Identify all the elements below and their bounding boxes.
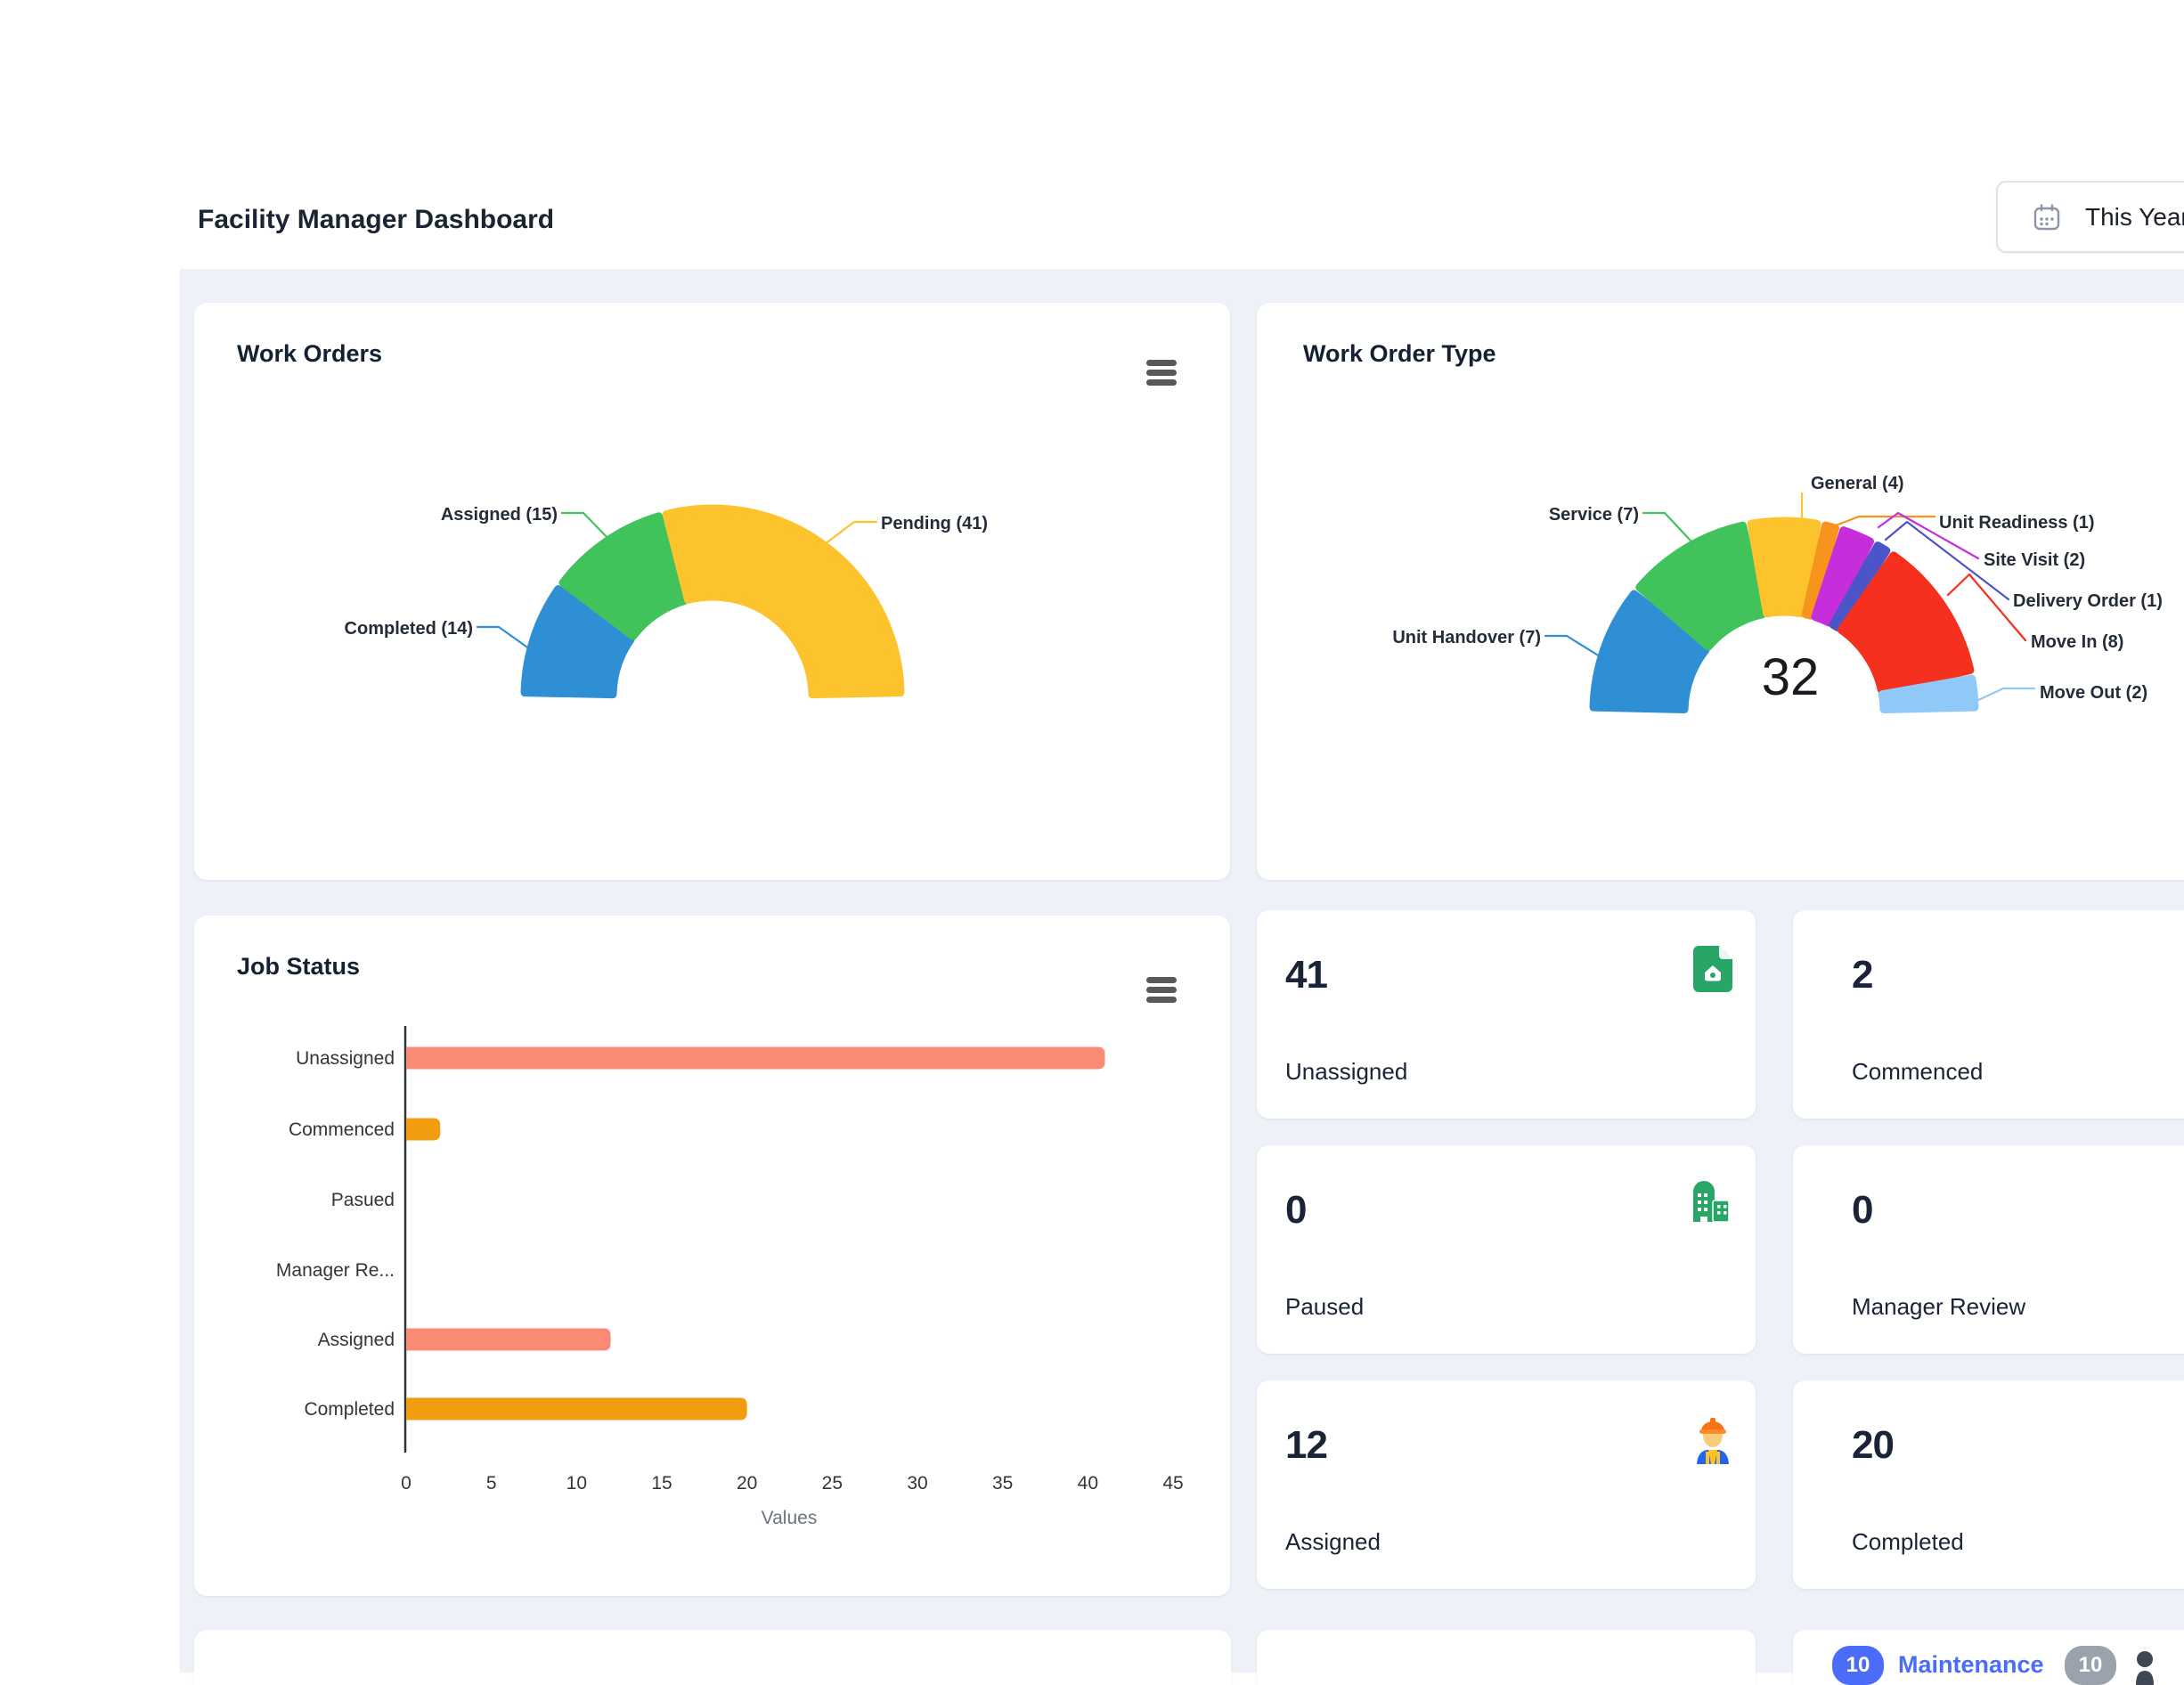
donut-label: Move Out (2) [2040,683,2147,703]
work-order-type-card: Work Order Type Unit Handover (7) Service… [1257,303,2184,880]
worker-icon [1697,1418,1729,1464]
x-tick-label: 5 [486,1473,497,1494]
stat-value: 0 [1285,1188,1308,1232]
donut-label: Site Visit (2) [1984,550,2085,570]
stat-value: 2 [1852,953,1874,997]
category-label: Commenced [289,1119,395,1140]
stat-card-manager-review: 0 Manager Review [1793,1145,2184,1354]
stat-card-completed: 20 Completed [1793,1380,2184,1589]
donut-label: Assigned (15) [441,505,558,525]
category-label: Completed [304,1399,395,1420]
label-leader-line [1946,573,2027,642]
donut-segment-site-visit[interactable] [1811,526,1875,627]
label-leader-line [1884,520,2010,601]
bar-completed[interactable] [406,1397,747,1420]
job-status-card: Job Status Unassigned Commenced Pasued Mana… [194,916,1230,1596]
job-status-title: Job Status [237,953,361,980]
stat-value: 12 [1285,1423,1328,1467]
stat-label: Assigned [1285,1528,1381,1555]
donut-total-value: 32 [1762,648,1820,706]
donut-segment-general[interactable] [1747,517,1821,618]
stat-card-assigned: 12 Assigned [1257,1380,1756,1589]
donut-label: Service (7) [1549,505,1639,525]
stat-label: Paused [1285,1293,1365,1320]
menu-icon[interactable] [1146,977,1177,1003]
label-leader-line [1544,634,1601,658]
x-axis-title: Values [762,1508,818,1528]
donut-segment-assigned[interactable] [558,512,689,640]
bar-assigned[interactable] [406,1328,611,1351]
work-orders-title: Work Orders [237,340,383,367]
count-badge: 10 [2065,1646,2116,1685]
clipped-icon [2136,1651,2154,1685]
bottom-right-card: 10 Maintenance 10 [1793,1630,2184,1685]
work-order-type-chart: Unit Handover (7) Service (7) General (4) U… [1392,474,2163,713]
document-icon [1693,946,1732,992]
buildings-icon [1693,1181,1730,1223]
category-label: Assigned [318,1330,395,1350]
x-tick-label: 30 [907,1473,927,1494]
donut-segment-completed[interactable] [520,585,635,699]
x-tick-label: 35 [992,1473,1013,1494]
stat-label: Unassigned [1285,1058,1408,1085]
bar-commenced[interactable] [406,1118,441,1141]
stat-card-unassigned: 41 Unassigned [1257,910,1756,1119]
stat-label: Commenced [1852,1058,1984,1085]
x-tick-label: 40 [1078,1473,1098,1494]
menu-icon[interactable] [1146,360,1177,386]
x-tick-label: 0 [401,1473,412,1494]
donut-label: Completed (14) [345,619,473,639]
donut-label: Pending (41) [881,514,988,533]
label-leader-line [816,520,878,551]
count-badge: 10 [1832,1646,1884,1685]
date-range-label: This Year [2085,202,2184,231]
category-link[interactable]: Maintenance [1898,1651,2044,1678]
donut-segment-move-in[interactable] [1837,551,1975,695]
donut-label: Unit Readiness (1) [1939,513,2094,533]
bottom-middle-card [1257,1630,1756,1685]
donut-label: General (4) [1811,474,1903,493]
stat-label: Completed [1852,1528,1964,1555]
donut-label: Delivery Order (1) [2013,591,2163,611]
x-tick-label: 25 [822,1473,843,1494]
label-leader-line [1877,511,1980,560]
donut-label: Unit Handover (7) [1392,628,1541,647]
page-title: Facility Manager Dashboard [198,205,555,234]
bar-unassigned[interactable] [406,1046,1105,1070]
label-leader-line [1973,687,2036,704]
donut-segment-move-out[interactable] [1878,674,1979,713]
calendar-icon [2033,203,2060,230]
work-order-type-title: Work Order Type [1303,340,1496,367]
x-tick-label: 45 [1162,1473,1183,1494]
category-label: Pasued [331,1190,395,1210]
donut-segment-service[interactable] [1635,521,1767,651]
stat-value: 41 [1285,953,1328,997]
bottom-left-card [194,1630,1231,1685]
stat-card-commenced: 2 Commenced [1793,910,2184,1119]
label-leader-line [476,625,532,651]
stat-value: 0 [1852,1188,1874,1232]
x-tick-label: 20 [737,1473,757,1494]
category-label: Manager Re... [276,1260,395,1281]
label-leader-line [1642,511,1693,543]
stat-value: 20 [1852,1423,1895,1467]
donut-segment-pending[interactable] [662,504,905,699]
x-tick-label: 10 [566,1473,587,1494]
x-tick-label: 15 [651,1473,672,1494]
donut-segment-unit-handover[interactable] [1589,590,1710,713]
label-leader-line [560,511,615,546]
label-leader-line [1834,515,1936,527]
work-orders-card: Work Orders Completed (14) Assigned (15) P… [194,303,1230,880]
donut-segment-unit-readiness[interactable] [1801,521,1839,620]
stat-label: Manager Review [1852,1293,2026,1320]
category-label: Unassigned [296,1048,395,1069]
job-status-chart: Unassigned Commenced Pasued Manager Re... As… [276,1026,1184,1528]
stat-card-paused: 0 Paused [1257,1145,1756,1354]
date-range-button[interactable]: This Year [1996,181,2184,253]
work-orders-chart: Completed (14) Assigned (15) Pending (41) [345,504,988,699]
donut-label: Move In (8) [2031,632,2123,652]
donut-segment-delivery-order[interactable] [1829,541,1891,631]
